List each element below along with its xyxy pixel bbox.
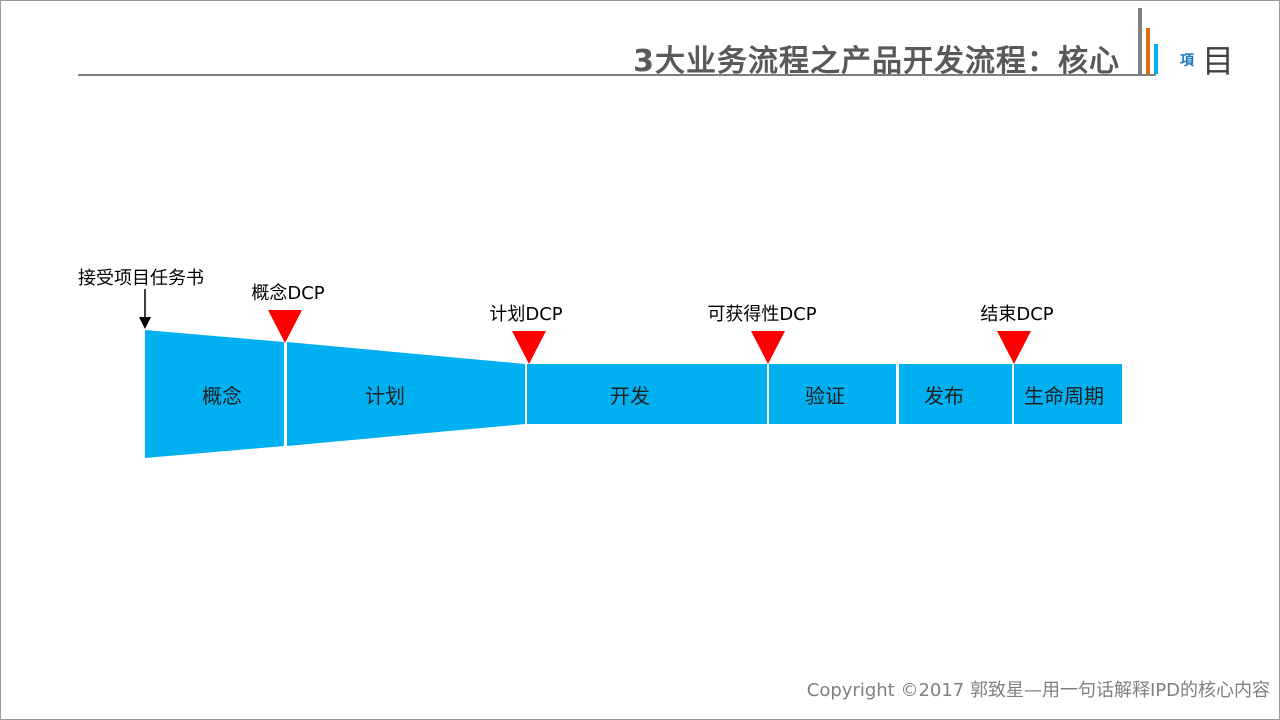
- phase-plan-shape: [287, 342, 525, 446]
- phase-concept-shape: [145, 330, 284, 458]
- dcp-label-availability: 可获得性DCP: [707, 304, 816, 325]
- phase-develop-label: 开发: [610, 384, 650, 408]
- dcp-label-plan: 计划DCP: [489, 304, 562, 325]
- logo-big-text: 目: [1202, 42, 1235, 80]
- start-label: 接受项目任务书: [78, 268, 204, 289]
- phase-plan-label: 计划: [365, 384, 405, 408]
- logo-small-text: 項: [1180, 53, 1194, 69]
- logo-bar-blue: [1154, 44, 1158, 74]
- dcp-marker-availability: [751, 331, 785, 364]
- phase-lifecycle-label: 生命周期: [1024, 384, 1104, 408]
- start-arrow-head: [139, 317, 151, 329]
- phase-verify-shape: [769, 364, 896, 424]
- slide-title: 3大业务流程之产品开发流程：核心: [633, 44, 1120, 79]
- dcp-marker-concept: [268, 310, 302, 343]
- copyright-footer: Copyright ©2017 郭致星—用一句话解释IPD的核心内容: [806, 680, 1270, 701]
- phase-develop-shape: [527, 364, 767, 424]
- phase-verify-label: 验证: [805, 384, 845, 408]
- dcp-label-end: 结束DCP: [980, 304, 1053, 325]
- phase-concept-label: 概念: [202, 384, 242, 408]
- phase-release-shape: [899, 364, 1012, 424]
- phase-release-label: 发布: [924, 384, 964, 408]
- dcp-label-concept: 概念DCP: [251, 282, 324, 304]
- dcp-marker-end: [997, 331, 1031, 364]
- title-underline: [78, 74, 1156, 76]
- logo-bar-orange: [1146, 28, 1150, 74]
- dcp-marker-plan: [512, 331, 546, 364]
- phase-lifecycle-shape: [1014, 364, 1122, 424]
- logo-bar-gray: [1138, 8, 1142, 74]
